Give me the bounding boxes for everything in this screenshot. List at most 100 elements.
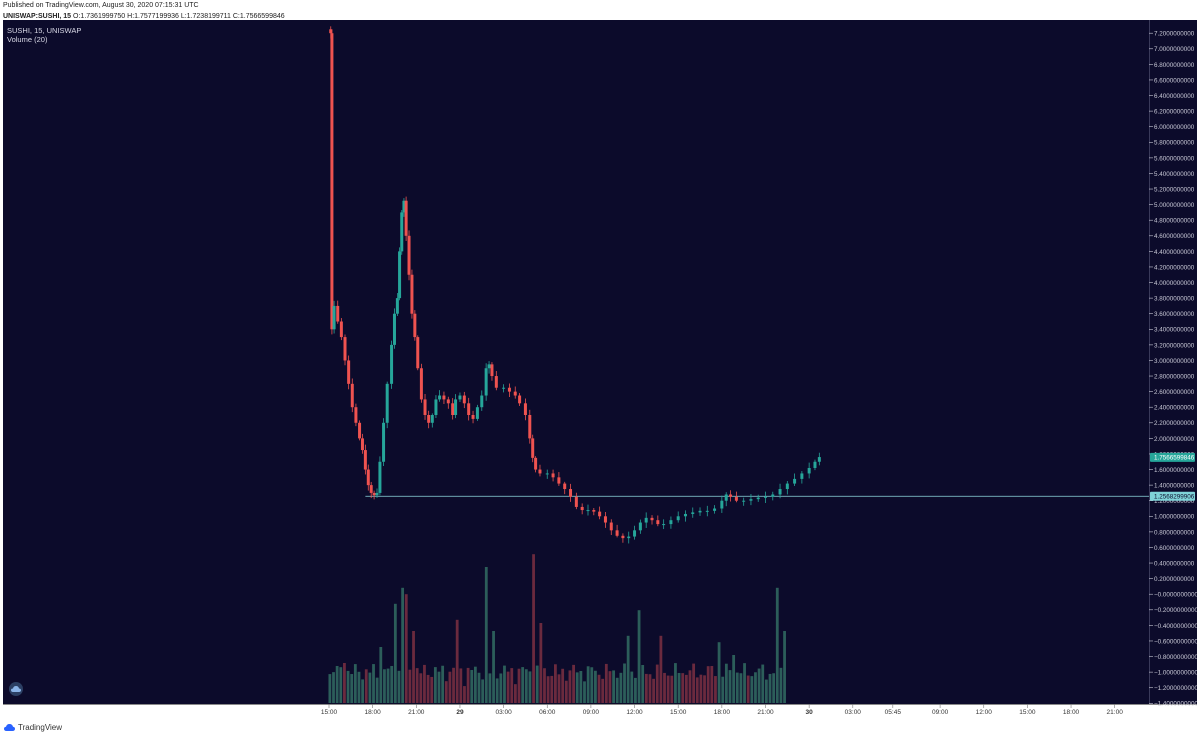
time-tick-label: 12:00	[976, 709, 993, 716]
volume-bar	[655, 664, 659, 703]
volume-bar	[572, 664, 575, 703]
candle-body	[407, 235, 411, 275]
volume-bar	[495, 678, 499, 703]
legend-volume: Volume (20)	[7, 35, 48, 44]
published-line: Published on TradingView.com, August 30,…	[3, 2, 199, 9]
time-tick-label: 03:00	[495, 709, 512, 716]
volume-bar	[408, 669, 412, 703]
volume-bar	[357, 671, 361, 703]
volume-bar	[666, 675, 670, 703]
volume-bar	[641, 665, 645, 703]
volume-bar	[550, 675, 554, 703]
price-tick-label: 6.6000000000	[1154, 77, 1195, 84]
candle-body	[729, 494, 733, 497]
candle-body	[475, 407, 479, 419]
volume-bar	[750, 676, 754, 703]
volume-bar	[543, 668, 546, 703]
candle-body	[427, 415, 431, 423]
candle-body	[598, 511, 602, 517]
volume-bar	[663, 672, 666, 703]
time-tick-label: 29	[456, 709, 464, 716]
candle-body	[442, 395, 446, 400]
time-tick-label: 21:00	[1107, 709, 1124, 716]
volume-bar	[477, 672, 481, 703]
volume-bar	[459, 668, 463, 703]
volume-bar	[583, 681, 586, 703]
volume-bar	[615, 677, 619, 703]
volume-bar	[415, 668, 419, 703]
volume-bar	[557, 674, 561, 703]
volume-bar	[397, 670, 401, 703]
price-tick-label: 6.8000000000	[1154, 62, 1195, 69]
candle-body	[330, 33, 334, 330]
time-tick-label: 05:45	[885, 709, 902, 716]
price-tick-label: 3.8000000000	[1154, 296, 1195, 303]
candle-body	[720, 500, 724, 509]
candle-body	[627, 536, 631, 539]
price-tick-label: 1.2000000000	[1154, 498, 1195, 505]
price-tick-label: 0.8000000000	[1154, 529, 1195, 536]
price-tick-label: 7.0000000000	[1154, 46, 1195, 53]
volume-bar	[339, 667, 343, 703]
price-tick-label: 0.2000000000	[1154, 576, 1195, 583]
price-tick-label: 1.4000000000	[1154, 483, 1195, 490]
volume-bar	[350, 674, 354, 703]
price-tick-label: 2.4000000000	[1154, 405, 1195, 412]
price-tick-label: 4.4000000000	[1154, 249, 1195, 256]
time-tick-label: 18:00	[365, 709, 382, 716]
volume-bar	[404, 594, 408, 703]
volume-bar	[426, 674, 430, 703]
footer-brand[interactable]: TradingView	[4, 720, 62, 734]
candle-body	[813, 461, 817, 468]
volume-bar	[532, 554, 535, 703]
candle-body	[518, 395, 522, 404]
candle-body	[771, 494, 775, 497]
volume-bar	[488, 673, 492, 703]
price-tick-label: −0.4000000000	[1154, 623, 1197, 630]
time-tick-label: 18:00	[1063, 709, 1080, 716]
candle-body	[366, 469, 370, 486]
volume-bar	[343, 663, 346, 703]
candle-body	[446, 399, 450, 404]
volume-bar	[746, 675, 750, 703]
volume-bar	[430, 676, 434, 703]
price-axis-background	[1149, 20, 1197, 704]
volume-bar	[437, 671, 441, 703]
candle-body	[336, 305, 340, 322]
volume-bar	[714, 676, 717, 703]
volume-bar	[401, 587, 405, 703]
volume-bar	[648, 674, 652, 703]
volume-bar	[604, 663, 608, 703]
volume-bar	[575, 672, 579, 703]
symbol-ohlc-line: UNISWAP:SUSHI, 15 O:1.7361999750 H:1.757…	[3, 11, 285, 22]
cloud-icon	[11, 686, 21, 692]
volume-bar	[375, 677, 379, 703]
candle-body	[350, 383, 354, 408]
candle-body	[484, 368, 488, 396]
price-tick-label: 5.6000000000	[1154, 155, 1195, 162]
price-tick-label: 5.2000000000	[1154, 186, 1195, 193]
volume-bar	[670, 675, 674, 703]
volume-bar	[372, 664, 375, 703]
volume-bar	[775, 587, 779, 703]
time-tick-label: 21:00	[757, 709, 774, 716]
volume-bar	[619, 672, 623, 703]
time-tick-label: 15:00	[670, 709, 687, 716]
user-avatar[interactable]	[9, 682, 23, 696]
candle-body	[400, 212, 404, 252]
time-tick-label: 03:00	[845, 709, 862, 716]
time-tick-label: 30	[806, 709, 814, 716]
candle-body	[438, 395, 442, 400]
candle-body	[531, 438, 535, 458]
price-tick-label: 3.0000000000	[1154, 358, 1195, 365]
candle-body	[557, 477, 561, 484]
volume-bar	[568, 670, 572, 703]
price-tick-label: 6.2000000000	[1154, 109, 1195, 116]
volume-bar	[346, 670, 350, 703]
level-price-label: 1.2568299906	[1154, 494, 1195, 501]
candle-body	[419, 368, 423, 400]
candle-body	[382, 422, 386, 462]
candle-body	[705, 510, 709, 512]
candle-body	[742, 500, 746, 502]
